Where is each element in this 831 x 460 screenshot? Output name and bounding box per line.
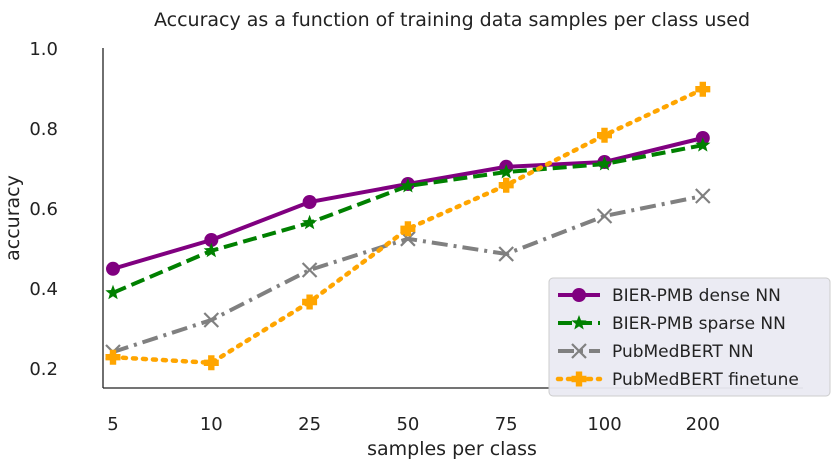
legend-label-2: PubMedBERT NN (612, 342, 754, 362)
data-point-2-5 (596, 208, 613, 224)
y-tick-label: 0.8 (29, 119, 58, 140)
data-point-3-4 (498, 177, 514, 193)
x-tick-label: 75 (495, 414, 518, 435)
y-tick-label: 1.0 (29, 39, 58, 60)
series-line-1 (112, 143, 704, 295)
data-point-1-6 (695, 137, 711, 152)
x-tick-label: 10 (200, 414, 223, 435)
data-point-2-6 (695, 188, 711, 204)
data-point-1-1 (203, 242, 219, 258)
legend-marker-1 (571, 315, 587, 330)
y-tick-label: 0.4 (29, 279, 58, 300)
data-point-1-2 (301, 214, 318, 230)
data-point-3-2 (302, 294, 318, 310)
chart-title: Accuracy as a function of training data … (154, 9, 750, 31)
x-axis-label: samples per class (367, 438, 537, 460)
y-tick-label: 0.6 (29, 199, 58, 220)
x-tick-label: 25 (298, 414, 321, 435)
x-tick-label: 5 (107, 414, 118, 435)
x-tick-labels: 5 10 25 50 75 100 200 (107, 414, 720, 435)
y-tick-labels: 0.2 0.4 0.6 0.8 1.0 (29, 39, 58, 380)
data-point-1-0 (105, 284, 121, 300)
x-tick-label: 100 (587, 414, 621, 435)
y-axis-label: accuracy (2, 175, 24, 261)
series-layer (105, 81, 711, 371)
data-point-1-3 (400, 178, 416, 193)
legend-marker-3 (571, 371, 587, 387)
legend-label-1: BIER-PMB sparse NN (612, 314, 786, 334)
data-point-2-2 (301, 262, 318, 278)
legend-box (548, 277, 831, 397)
legend: BIER-PMB dense NN BIER-PMB sparse NN PubMe… (548, 277, 831, 397)
data-point-1-4 (498, 164, 514, 179)
data-point-0-0 (106, 261, 120, 276)
data-point-2-4 (498, 246, 514, 262)
data-point-0-1 (204, 233, 219, 247)
data-point-2-1 (203, 312, 220, 328)
data-point-3-1 (203, 355, 219, 371)
data-point-3-5 (597, 127, 612, 143)
legend-label-0: BIER-PMB dense NN (612, 286, 781, 306)
legend-label-3: PubMedBERT finetune (612, 370, 799, 390)
data-point-0-2 (302, 195, 317, 209)
y-tick-label: 0.2 (29, 359, 58, 380)
series-line-0 (112, 136, 704, 271)
data-point-3-6 (695, 81, 711, 97)
data-point-1-5 (596, 156, 613, 171)
legend-marker-0 (572, 288, 586, 302)
data-point-3-3 (400, 221, 416, 237)
legend-marker-2 (571, 343, 587, 359)
x-tick-label: 200 (686, 414, 720, 435)
x-tick-label: 50 (396, 414, 419, 435)
data-point-3-0 (105, 349, 121, 365)
